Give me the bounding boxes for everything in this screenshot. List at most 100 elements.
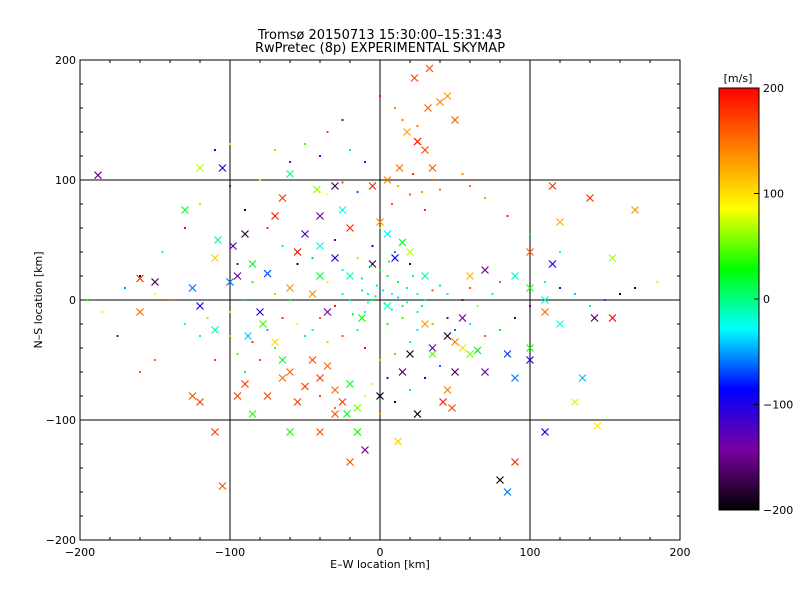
data-point-cross — [391, 254, 399, 262]
data-point-dot — [319, 155, 321, 157]
data-point-dot — [476, 305, 479, 307]
data-point-cross — [263, 392, 272, 400]
data-point-dot — [304, 143, 306, 145]
data-point-cross — [383, 230, 392, 238]
data-point-dot — [319, 395, 321, 397]
data-point-cross — [346, 380, 354, 388]
data-point-dot — [229, 185, 231, 187]
data-point-cross — [316, 242, 324, 250]
data-point-cross — [398, 368, 407, 376]
data-point-dot — [274, 293, 276, 295]
data-point-dot — [304, 335, 306, 337]
data-point-dot — [409, 193, 411, 196]
data-point-cross — [256, 308, 264, 316]
data-point-cross — [496, 476, 504, 484]
data-point-dot — [559, 251, 561, 253]
data-point-cross — [358, 314, 366, 322]
data-point-dot — [184, 323, 186, 325]
data-point-cross — [278, 194, 287, 202]
data-point-cross — [188, 284, 197, 292]
data-point-cross — [346, 272, 354, 280]
data-point-dot — [382, 289, 384, 292]
data-point-cross — [196, 302, 204, 310]
data-point-cross — [413, 137, 422, 146]
data-point-cross — [526, 248, 534, 256]
data-point-dot — [484, 335, 486, 337]
data-point-cross — [338, 398, 347, 406]
y-axis-label: N–S location [km] — [32, 251, 45, 348]
data-point-cross — [608, 314, 617, 322]
data-point-cross — [406, 350, 414, 358]
data-point-dot — [409, 389, 411, 391]
y-tick-label: −200 — [46, 534, 76, 547]
data-point-dot — [266, 227, 269, 229]
data-point-cross — [458, 344, 467, 352]
data-point-cross — [226, 278, 234, 286]
data-point-cross — [136, 308, 144, 316]
data-point-dot — [139, 371, 141, 373]
data-point-cross — [443, 332, 452, 340]
data-point-cross — [233, 272, 242, 280]
data-point-dot — [361, 289, 363, 292]
data-point-dot — [634, 287, 636, 289]
data-point-dot — [412, 275, 414, 277]
data-point-dot — [379, 359, 381, 361]
data-point-dot — [251, 341, 254, 343]
data-point-dot — [367, 293, 369, 295]
data-point-dot — [326, 131, 329, 133]
data-point-dot — [311, 257, 314, 259]
data-point-cross — [395, 164, 404, 172]
colorbar-gradient — [718, 87, 760, 511]
data-point-dot — [289, 161, 291, 163]
data-point-dot — [506, 215, 509, 217]
data-point-cross — [436, 98, 444, 106]
data-point-dot — [352, 313, 354, 316]
data-point-cross — [548, 260, 557, 268]
y-tick-label: 0 — [69, 294, 76, 307]
data-point-dot — [386, 377, 389, 379]
data-point-dot — [424, 299, 426, 301]
data-point-cross — [271, 212, 279, 220]
data-point-cross — [331, 254, 339, 262]
data-point-dot — [391, 308, 393, 311]
data-point-cross — [443, 92, 452, 100]
data-point-cross — [244, 332, 252, 340]
data-point-cross — [511, 374, 519, 382]
data-point-cross — [541, 296, 549, 304]
data-point-dot — [101, 311, 104, 313]
data-point-dot — [274, 347, 276, 349]
colorbar-tick-label: −100 — [763, 399, 793, 412]
x-axis-label: E–W location [km] — [330, 558, 430, 571]
data-point-dot — [416, 311, 419, 313]
data-point-dot — [397, 281, 399, 283]
data-point-cross — [439, 398, 447, 406]
data-point-dot — [296, 323, 299, 325]
data-point-cross — [188, 392, 197, 400]
data-point-dot — [421, 191, 423, 193]
data-point-dot — [86, 299, 89, 301]
data-point-dot — [364, 311, 366, 313]
data-point-dot — [529, 233, 531, 235]
colorbar-label: [m/s] — [724, 72, 753, 85]
data-point-cross — [308, 290, 317, 298]
data-point-cross — [316, 272, 324, 280]
data-point-cross — [503, 350, 512, 358]
data-point-cross — [94, 171, 102, 180]
data-point-cross — [346, 224, 354, 232]
data-point-dot — [259, 359, 261, 361]
data-point-cross — [556, 218, 564, 226]
data-point-dot — [469, 323, 471, 325]
y-tick-label: −100 — [46, 414, 76, 427]
data-point-dot — [379, 227, 381, 229]
data-point-cross — [308, 356, 317, 364]
data-point-cross — [451, 116, 459, 124]
data-point-dot — [446, 317, 449, 319]
data-point-dot — [371, 245, 374, 247]
data-point-cross — [424, 104, 432, 112]
data-point-cross — [413, 410, 422, 418]
data-point-dot — [544, 281, 546, 283]
data-point-dot — [161, 251, 164, 253]
data-point-dot — [370, 265, 372, 268]
data-point-dot — [394, 353, 396, 355]
data-point-cross — [421, 272, 429, 280]
